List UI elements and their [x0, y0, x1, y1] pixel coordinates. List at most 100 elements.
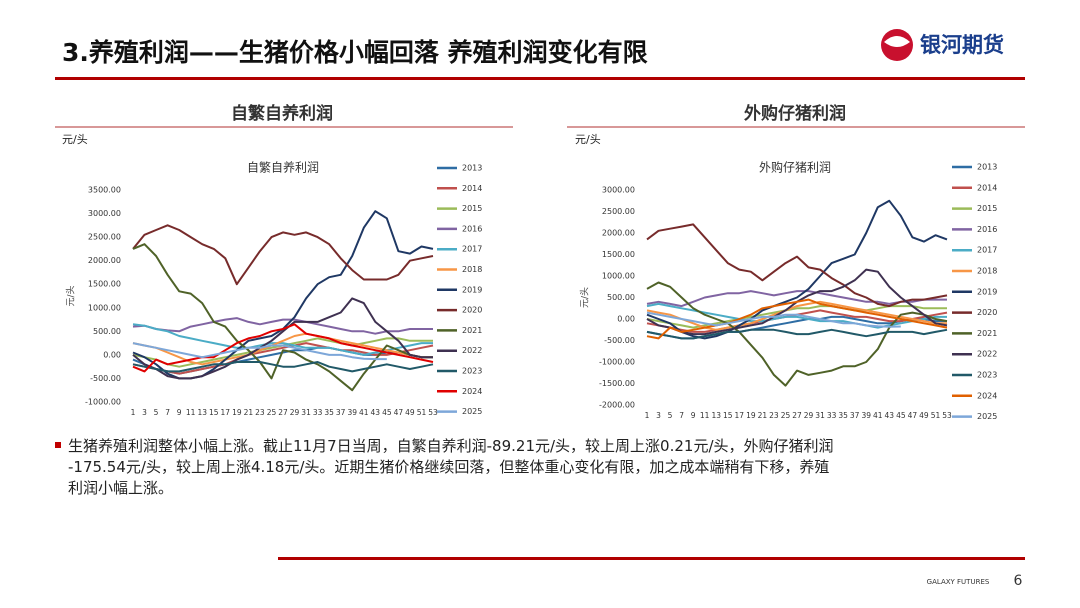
x-tick-label: 9 — [691, 411, 696, 420]
x-tick-label: 9 — [177, 408, 182, 417]
panel-heading: 外购仔猪利润 — [744, 103, 846, 124]
y-tick-label: 3000.00 — [88, 209, 121, 218]
y-tick-label: 1500.00 — [602, 250, 635, 259]
x-tick-label: 15 — [723, 411, 733, 420]
x-tick-label: 33 — [313, 408, 323, 417]
legend-label: 2018 — [977, 267, 997, 276]
legend-label: 2016 — [462, 224, 482, 233]
x-tick-label: 3 — [656, 411, 661, 420]
y-tick-label: 0.00 — [103, 350, 121, 359]
chart-title: 外购仔猪利润 — [759, 160, 831, 175]
x-tick-label: 7 — [165, 408, 170, 417]
y-tick-label: 2500.00 — [602, 207, 635, 216]
x-tick-label: 45 — [382, 408, 392, 417]
panel-heading: 自繁自养利润 — [231, 103, 333, 124]
panel-unit: 元/头 — [575, 133, 601, 146]
x-tick-label: 35 — [838, 411, 848, 420]
series-line — [132, 342, 387, 361]
legend-label: 2017 — [462, 245, 482, 254]
x-tick-label: 33 — [827, 411, 837, 420]
y-tick-label: 0.00 — [617, 315, 635, 324]
x-tick-label: 37 — [336, 408, 346, 417]
x-tick-label: 23 — [255, 408, 265, 417]
text-line: -175.54元/头，较上周上涨4.18元/头。近期生猪价格继续回落，但整体重心… — [68, 458, 830, 476]
x-tick-label: 27 — [278, 408, 288, 417]
series-line — [646, 223, 948, 308]
x-tick-label: 15 — [209, 408, 219, 417]
legend-label: 2023 — [977, 371, 997, 380]
x-tick-label: 51 — [417, 408, 427, 417]
x-tick-label: 17 — [735, 411, 745, 420]
x-tick-label: 43 — [371, 408, 381, 417]
x-tick-label: 5 — [154, 408, 159, 417]
y-tick-label: -500.00 — [90, 374, 121, 383]
y-axis-label: 元/头 — [580, 287, 591, 308]
series-line — [132, 323, 434, 373]
legend-label: 2014 — [977, 183, 997, 192]
text-line: 利润小幅上涨。 — [68, 479, 174, 497]
x-tick-label: 43 — [885, 411, 895, 420]
x-tick-label: 39 — [861, 411, 871, 420]
x-tick-label: 53 — [428, 408, 438, 417]
legend-label: 2013 — [462, 164, 482, 173]
series-line — [132, 361, 434, 373]
x-tick-label: 25 — [267, 408, 277, 417]
text-line: 生猪养殖利润整体小幅上涨。截止11月7日当周，自繁自养利润-89.21元/头，较… — [68, 437, 834, 455]
x-tick-label: 47 — [908, 411, 918, 420]
x-tick-label: 25 — [781, 411, 791, 420]
chart-title: 自繁自养利润 — [247, 160, 319, 175]
legend-label: 2020 — [977, 308, 997, 317]
legend-label: 2022 — [977, 350, 997, 359]
bullet — [55, 442, 61, 448]
series-line — [132, 297, 433, 380]
x-tick-label: 7 — [679, 411, 684, 420]
y-tick-label: -1500.00 — [599, 379, 635, 388]
x-tick-label: 21 — [244, 408, 254, 417]
y-tick-label: 2000.00 — [602, 229, 635, 238]
x-tick-label: 5 — [668, 411, 673, 420]
x-tick-label: 13 — [711, 411, 721, 420]
y-tick-label: 1500.00 — [88, 280, 121, 289]
legend-label: 2022 — [462, 346, 482, 355]
title-rule — [55, 77, 1025, 80]
x-tick-label: 51 — [931, 411, 941, 420]
x-tick-label: 49 — [405, 408, 415, 417]
x-tick-label: 41 — [873, 411, 883, 420]
x-tick-label: 19 — [232, 408, 242, 417]
series-line — [646, 328, 948, 340]
x-tick-label: 27 — [792, 411, 802, 420]
logo-text: 银河期货 — [920, 33, 1004, 57]
x-tick-label: 39 — [347, 408, 357, 417]
x-tick-label: 37 — [850, 411, 860, 420]
series-line — [646, 311, 901, 328]
x-tick-label: 13 — [197, 408, 207, 417]
legend-label: 2015 — [462, 204, 482, 213]
y-tick-label: 1000.00 — [602, 272, 635, 281]
x-tick-label: 49 — [919, 411, 929, 420]
x-tick-label: 21 — [758, 411, 768, 420]
legend-label: 2025 — [977, 412, 997, 421]
series-line — [132, 317, 433, 335]
x-tick-label: 45 — [896, 411, 906, 420]
legend-label: 2021 — [977, 329, 997, 338]
legend-label: 2024 — [977, 391, 997, 400]
series-line — [132, 224, 434, 286]
y-tick-label: 2500.00 — [88, 233, 121, 242]
footer-brand: GALAXY FUTURES — [927, 578, 990, 586]
legend-label: 2018 — [462, 265, 482, 274]
legend-label: 2019 — [977, 287, 997, 296]
y-tick-label: 3000.00 — [602, 186, 635, 195]
y-tick-label: 3500.00 — [88, 186, 121, 195]
legend-label: 2023 — [462, 367, 482, 376]
series-line — [646, 305, 947, 329]
logo-swoosh — [884, 36, 910, 47]
footer-rule — [278, 557, 1025, 560]
y-tick-label: 2000.00 — [88, 256, 121, 265]
series-line — [132, 342, 434, 375]
x-tick-label: 3 — [142, 408, 147, 417]
x-tick-label: 17 — [221, 408, 231, 417]
legend-label: 2025 — [462, 407, 482, 416]
x-tick-label: 23 — [769, 411, 779, 420]
